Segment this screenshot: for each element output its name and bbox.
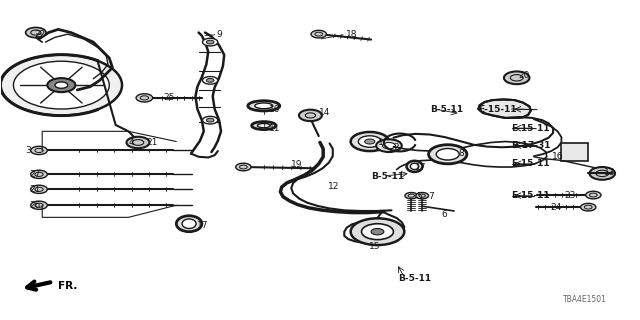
- Text: 11: 11: [269, 124, 280, 132]
- Circle shape: [416, 193, 429, 199]
- Text: 20: 20: [518, 71, 529, 80]
- Text: 4: 4: [129, 138, 134, 147]
- Text: 9: 9: [216, 30, 222, 39]
- Ellipse shape: [406, 161, 422, 172]
- Text: 5: 5: [416, 192, 422, 201]
- Circle shape: [351, 218, 404, 245]
- Text: E-15-11: E-15-11: [511, 124, 550, 132]
- Ellipse shape: [182, 219, 196, 228]
- Circle shape: [127, 137, 150, 148]
- Text: 8: 8: [459, 149, 465, 158]
- Circle shape: [383, 142, 396, 149]
- Text: 27: 27: [29, 170, 41, 179]
- Ellipse shape: [248, 101, 280, 111]
- Text: 26: 26: [29, 201, 41, 210]
- Circle shape: [236, 163, 251, 171]
- Circle shape: [436, 148, 460, 160]
- Circle shape: [26, 28, 46, 38]
- Text: TBA4E1501: TBA4E1501: [563, 295, 607, 304]
- Circle shape: [311, 30, 326, 38]
- Circle shape: [31, 185, 47, 194]
- Text: 21: 21: [29, 185, 41, 194]
- Circle shape: [206, 40, 214, 44]
- Circle shape: [365, 139, 375, 144]
- Circle shape: [586, 191, 601, 199]
- Text: E-15-11: E-15-11: [478, 105, 517, 114]
- Text: 22: 22: [34, 30, 45, 39]
- Text: 24: 24: [550, 203, 561, 212]
- Text: 16: 16: [552, 152, 563, 161]
- Text: E-15-11: E-15-11: [511, 191, 550, 200]
- Text: 25: 25: [164, 93, 175, 102]
- Circle shape: [589, 167, 615, 180]
- Ellipse shape: [252, 122, 276, 130]
- Text: 23: 23: [564, 190, 575, 200]
- Circle shape: [136, 94, 153, 102]
- Polygon shape: [478, 100, 531, 118]
- Circle shape: [202, 116, 218, 124]
- Circle shape: [299, 110, 322, 121]
- Text: 3: 3: [25, 146, 31, 155]
- Circle shape: [580, 203, 596, 211]
- Circle shape: [55, 82, 68, 88]
- Circle shape: [405, 193, 418, 199]
- Text: FR.: FR.: [58, 282, 77, 292]
- Ellipse shape: [176, 216, 202, 232]
- Text: 18: 18: [346, 30, 357, 39]
- Circle shape: [358, 136, 381, 147]
- Text: B-17-31: B-17-31: [511, 141, 551, 150]
- Circle shape: [13, 61, 109, 109]
- Text: B-5-11: B-5-11: [398, 274, 431, 283]
- Circle shape: [202, 38, 218, 46]
- Circle shape: [202, 76, 218, 84]
- Text: 6: 6: [442, 210, 447, 219]
- Text: 15: 15: [369, 242, 380, 251]
- Circle shape: [206, 78, 214, 82]
- Circle shape: [371, 228, 384, 235]
- Text: 19: 19: [291, 160, 303, 169]
- Circle shape: [376, 139, 402, 152]
- Circle shape: [31, 146, 47, 155]
- Text: 17: 17: [197, 221, 209, 230]
- Circle shape: [206, 118, 214, 122]
- Circle shape: [47, 78, 76, 92]
- Text: 10: 10: [269, 105, 280, 114]
- Circle shape: [31, 170, 47, 179]
- Ellipse shape: [257, 124, 270, 128]
- Text: 1: 1: [378, 138, 383, 147]
- Circle shape: [362, 224, 394, 240]
- Text: 17: 17: [415, 163, 427, 172]
- Text: E-15-11: E-15-11: [511, 159, 550, 168]
- Text: 14: 14: [319, 108, 330, 117]
- Text: 21: 21: [147, 138, 157, 147]
- Circle shape: [1, 55, 122, 116]
- Circle shape: [429, 145, 467, 164]
- Ellipse shape: [255, 103, 273, 109]
- Bar: [561, 143, 588, 161]
- Circle shape: [504, 71, 529, 84]
- Text: 7: 7: [429, 192, 435, 201]
- Text: B-5-11: B-5-11: [371, 172, 404, 181]
- Text: 2: 2: [394, 143, 399, 152]
- Ellipse shape: [410, 163, 419, 170]
- Circle shape: [31, 201, 47, 209]
- Text: 13: 13: [604, 168, 616, 177]
- Text: B-5-11: B-5-11: [430, 105, 463, 114]
- Circle shape: [351, 132, 389, 151]
- Text: 12: 12: [328, 182, 339, 191]
